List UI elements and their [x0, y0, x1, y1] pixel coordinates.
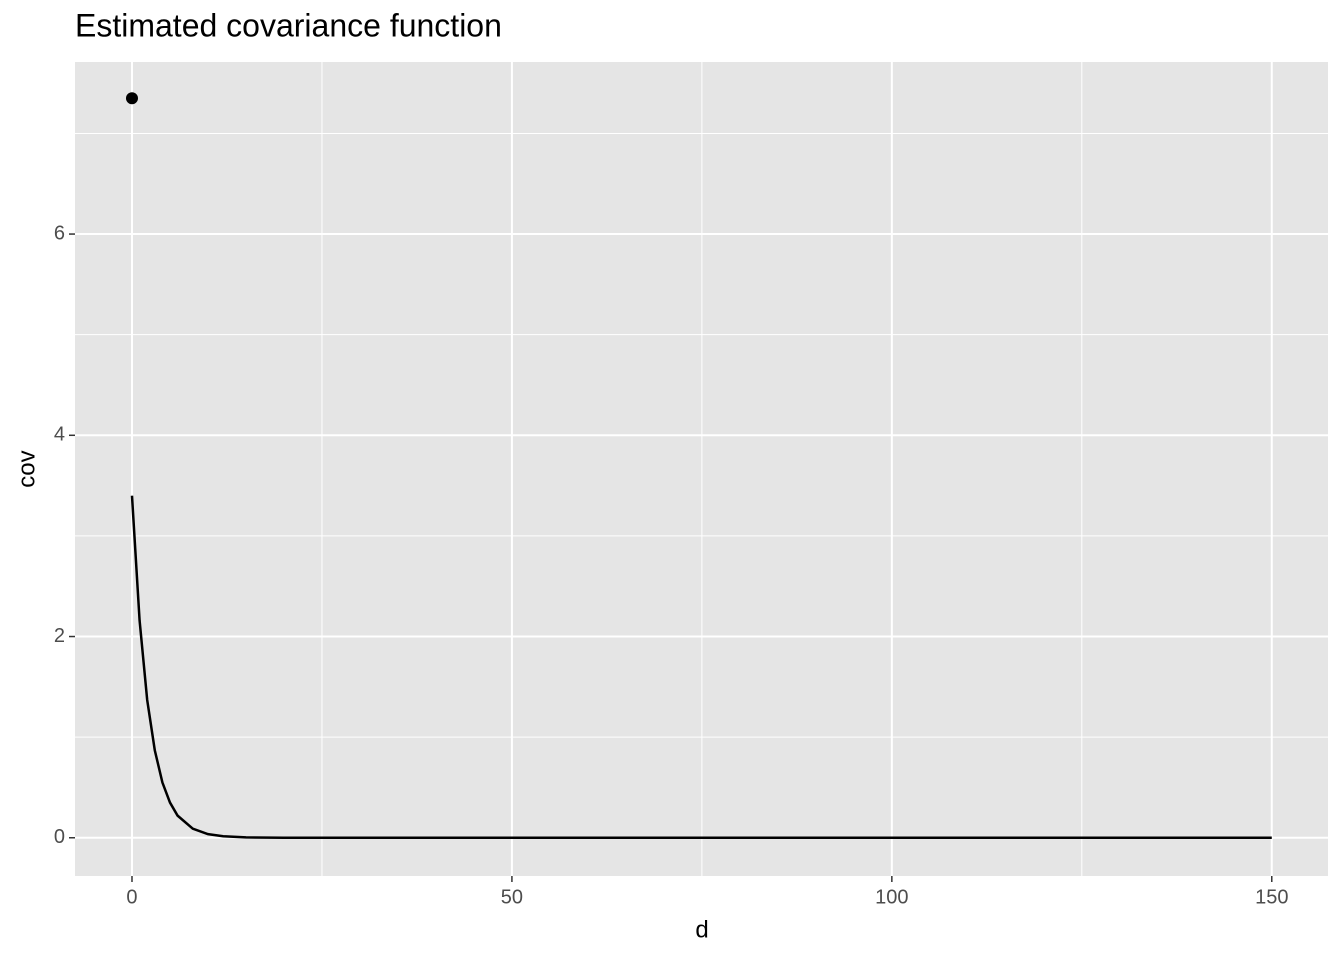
x-tick-label: 150	[1255, 886, 1288, 908]
point	[125, 92, 138, 105]
y-tick-label: 0	[54, 826, 65, 848]
y-tick-label: 2	[54, 625, 65, 647]
cov-line	[130, 495, 1272, 840]
x-tick-label: 50	[501, 886, 523, 908]
chart-title: Estimated covariance function	[75, 7, 502, 43]
y-tick-label: 4	[54, 424, 65, 446]
x-tick-label: 0	[126, 886, 137, 908]
y-tick-label: 6	[54, 222, 65, 244]
x-axis-title: d	[695, 916, 708, 943]
y-axis-title: cov	[13, 450, 40, 487]
x-tick-label: 100	[875, 886, 908, 908]
